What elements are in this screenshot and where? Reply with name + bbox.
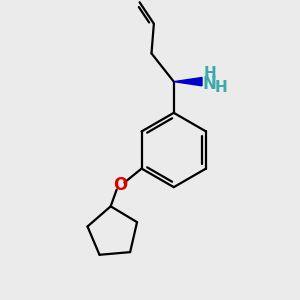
- Polygon shape: [174, 77, 202, 86]
- Text: N: N: [203, 75, 217, 93]
- Text: H: H: [214, 80, 227, 95]
- Text: O: O: [113, 176, 127, 194]
- Text: H: H: [203, 66, 216, 81]
